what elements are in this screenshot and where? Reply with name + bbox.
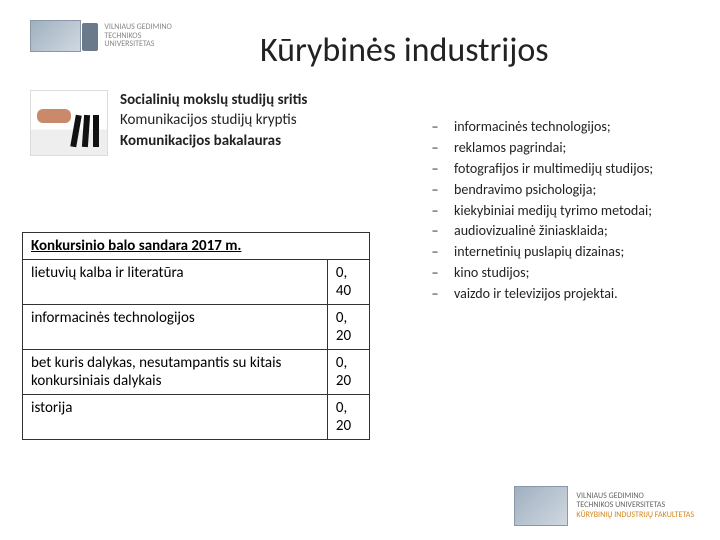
list-item: –informacinės technologijos; xyxy=(430,118,702,137)
bullet-text: vaizdo ir televizijos projektai. xyxy=(454,285,618,304)
table-row: informacinės technologijos 0, 20 xyxy=(23,305,370,350)
footer-emblem-icon xyxy=(514,486,568,526)
bullet-text: kino studijos; xyxy=(454,264,529,283)
dash-icon: – xyxy=(430,202,440,221)
logo-emblem-icon xyxy=(30,20,81,52)
programme-heading: Socialinių mokslų studijų sritis Komunik… xyxy=(30,90,430,156)
table-row: bet kuris dalykas, nesutampantis su kita… xyxy=(23,350,370,395)
bullet-text: informacinės technologijos; xyxy=(454,118,611,137)
bullet-text: kiekybiniai medijų tyrimo metodai; xyxy=(454,202,652,221)
heading-line2: Komunikacijos studijų kryptis xyxy=(120,110,307,130)
bullet-text: bendravimo psichologija; xyxy=(454,181,596,200)
list-item: –internetinių puslapių dizainas; xyxy=(430,243,702,262)
weight-cell: 0, 20 xyxy=(327,395,369,440)
subject-cell: bet kuris dalykas, nesutampantis su kita… xyxy=(23,350,328,395)
score-table: Konkursinio balo sandara 2017 m. lietuvi… xyxy=(22,232,370,440)
dash-icon: – xyxy=(430,222,440,241)
dash-icon: – xyxy=(430,118,440,137)
list-item: –kiekybiniai medijų tyrimo metodai; xyxy=(430,202,702,221)
list-item: –fotografijos ir multimedijų studijos; xyxy=(430,160,702,179)
bullet-text: internetinių puslapių dizainas; xyxy=(454,243,624,262)
footer-logo: VILNIAUS GEDIMINO TECHNIKOS UNIVERSITETA… xyxy=(514,486,694,526)
dash-icon: – xyxy=(430,160,440,179)
table-row: lietuvių kalba ir literatūra 0, 40 xyxy=(23,260,370,305)
weight-cell: 0, 40 xyxy=(327,260,369,305)
heading-line3: Komunikacijos bakalauras xyxy=(120,131,307,151)
dash-icon: – xyxy=(430,264,440,283)
footer-logo-text: VILNIAUS GEDIMINO TECHNIKOS UNIVERSITETA… xyxy=(576,492,694,521)
subject-cell: istorija xyxy=(23,395,328,440)
list-item: –vaizdo ir televizijos projektai. xyxy=(430,285,702,304)
header-logo: VILNIAUS GEDIMINO TECHNIKOS UNIVERSITETA… xyxy=(30,12,180,60)
dash-icon: – xyxy=(430,285,440,304)
bullet-text: fotografijos ir multimedijų studijos; xyxy=(454,160,653,179)
footer-line3: KŪRYBINIŲ INDUSTRIJŲ FAKULTETAS xyxy=(576,511,694,521)
heading-lines: Socialinių mokslų studijų sritis Komunik… xyxy=(120,90,307,156)
table-row: istorija 0, 20 xyxy=(23,395,370,440)
list-item: –audiovizualinė žiniasklaida; xyxy=(430,222,702,241)
domino-image xyxy=(30,90,108,156)
dash-icon: – xyxy=(430,181,440,200)
dash-icon: – xyxy=(430,243,440,262)
heading-line1: Socialinių mokslų studijų sritis xyxy=(120,90,307,110)
page-title: Kūrybinės industrijos xyxy=(260,30,549,71)
bullet-text: reklamos pagrindai; xyxy=(454,139,566,158)
list-item: –kino studijos; xyxy=(430,264,702,283)
logo-line2: TECHNIKOS UNIVERSITETAS xyxy=(104,32,180,50)
table-header: Konkursinio balo sandara 2017 m. xyxy=(23,233,370,260)
dash-icon: – xyxy=(430,139,440,158)
subject-cell: lietuvių kalba ir literatūra xyxy=(23,260,328,305)
subject-cell: informacinės technologijos xyxy=(23,305,328,350)
weight-cell: 0, 20 xyxy=(327,305,369,350)
logo-text: VILNIAUS GEDIMINO TECHNIKOS UNIVERSITETA… xyxy=(104,23,180,49)
weight-cell: 0, 20 xyxy=(327,350,369,395)
bullet-text: audiovizualinė žiniasklaida; xyxy=(454,222,608,241)
list-item: –reklamos pagrindai; xyxy=(430,139,702,158)
list-item: –bendravimo psichologija; xyxy=(430,181,702,200)
course-list: –informacinės technologijos; –reklamos p… xyxy=(430,118,702,306)
